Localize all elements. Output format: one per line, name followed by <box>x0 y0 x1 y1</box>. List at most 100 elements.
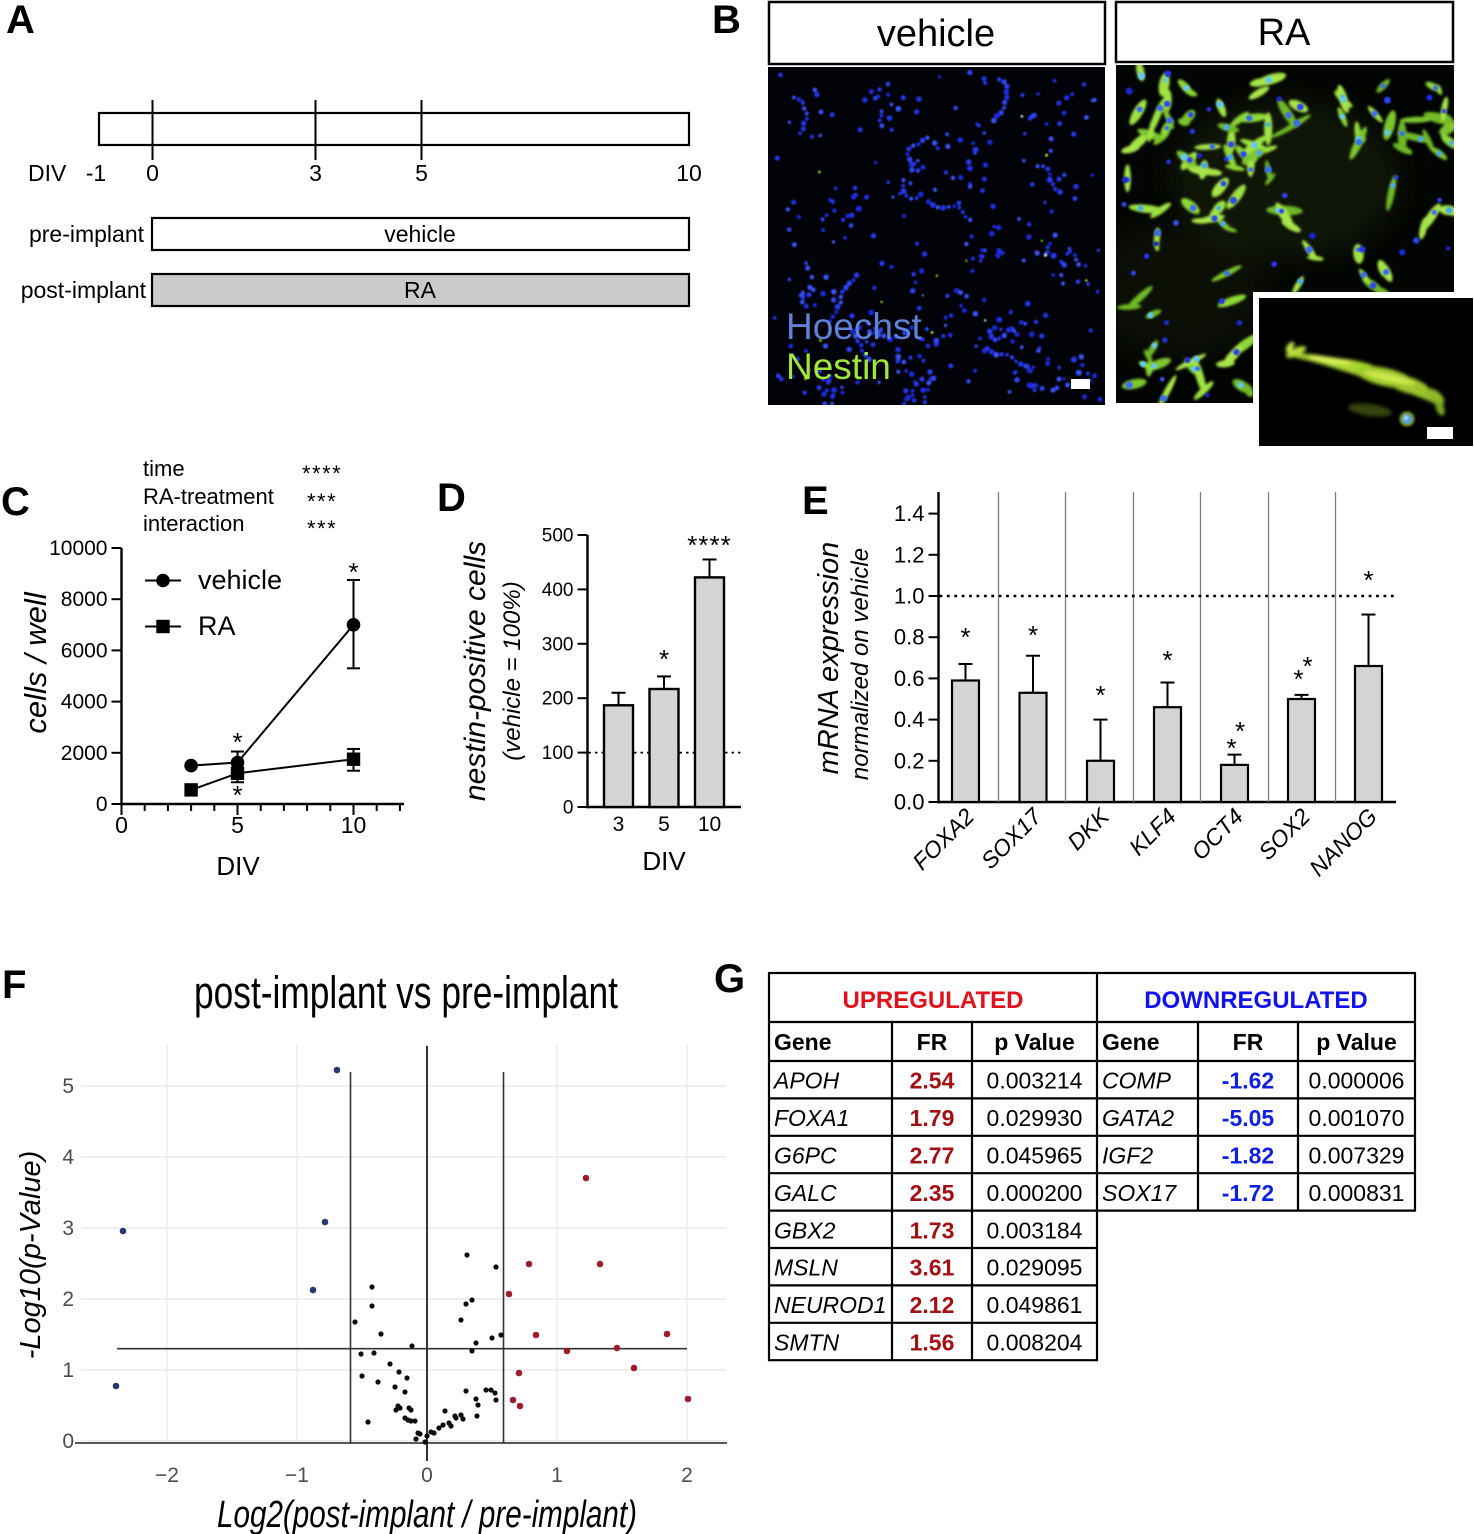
svg-text:E: E <box>802 479 829 523</box>
svg-text:Gene: Gene <box>774 1029 832 1055</box>
svg-text:cells / well: cells / well <box>18 591 53 733</box>
svg-text:G: G <box>714 957 745 1001</box>
svg-text:RA-treatment: RA-treatment <box>143 484 274 509</box>
svg-text:*: * <box>1095 680 1105 710</box>
svg-text:0.6: 0.6 <box>894 666 925 691</box>
svg-text:G6PC: G6PC <box>774 1143 837 1169</box>
svg-text:0.000006: 0.000006 <box>1309 1068 1405 1094</box>
svg-text:*: * <box>232 727 242 757</box>
svg-text:*: * <box>960 622 970 652</box>
svg-text:500: 500 <box>542 526 574 547</box>
svg-text:0.008204: 0.008204 <box>987 1330 1083 1356</box>
svg-text:0.029930: 0.029930 <box>987 1105 1083 1131</box>
svg-text:300: 300 <box>542 634 574 655</box>
svg-text:0.8: 0.8 <box>894 625 925 650</box>
svg-text:2.54: 2.54 <box>910 1068 955 1094</box>
svg-text:0.003184: 0.003184 <box>987 1217 1083 1243</box>
svg-text:NEUROD1: NEUROD1 <box>774 1292 886 1318</box>
svg-text:p Value: p Value <box>994 1029 1075 1055</box>
svg-text:5: 5 <box>658 813 670 836</box>
svg-text:*: * <box>1226 733 1236 763</box>
svg-text:pre-implant: pre-implant <box>29 221 145 247</box>
svg-text:1.2: 1.2 <box>894 542 925 567</box>
svg-text:4: 4 <box>62 1146 74 1169</box>
svg-text:****: **** <box>302 461 342 486</box>
svg-text:IGF2: IGF2 <box>1102 1143 1153 1169</box>
svg-text:0.003214: 0.003214 <box>987 1068 1083 1094</box>
svg-text:A: A <box>6 0 35 42</box>
svg-text:0: 0 <box>62 1430 74 1453</box>
svg-text:*: * <box>1363 565 1373 595</box>
svg-text:1.79: 1.79 <box>910 1105 955 1131</box>
svg-text:post-implant: post-implant <box>21 277 147 303</box>
svg-text:200: 200 <box>542 689 574 710</box>
svg-text:GBX2: GBX2 <box>774 1217 836 1243</box>
svg-text:F: F <box>2 963 26 1007</box>
svg-text:5: 5 <box>62 1075 74 1098</box>
svg-text:*: * <box>232 780 242 810</box>
svg-text:4000: 4000 <box>61 691 108 714</box>
svg-text:p Value: p Value <box>1316 1029 1397 1055</box>
svg-text:C: C <box>1 480 30 524</box>
svg-text:normalized on vehicle: normalized on vehicle <box>847 548 874 780</box>
svg-text:0: 0 <box>563 798 574 819</box>
svg-text:FOXA1: FOXA1 <box>774 1105 849 1131</box>
svg-text:interaction: interaction <box>143 511 245 536</box>
svg-text:SMTN: SMTN <box>774 1330 840 1356</box>
svg-text:DIV: DIV <box>216 851 260 881</box>
svg-text:RA: RA <box>1258 12 1311 54</box>
svg-text:0: 0 <box>421 1464 433 1487</box>
svg-text:0.000831: 0.000831 <box>1309 1180 1405 1206</box>
svg-text:0.2: 0.2 <box>894 748 925 773</box>
svg-text:*: * <box>1162 645 1172 675</box>
svg-text:*: * <box>1235 716 1245 746</box>
svg-text:GALC: GALC <box>774 1180 837 1206</box>
svg-text:MSLN: MSLN <box>774 1255 838 1281</box>
svg-text:1.0: 1.0 <box>894 584 925 609</box>
svg-text:1.56: 1.56 <box>910 1330 955 1356</box>
svg-text:2.12: 2.12 <box>910 1292 955 1318</box>
svg-text:1.73: 1.73 <box>910 1217 955 1243</box>
svg-text:5: 5 <box>231 812 244 838</box>
svg-text:10: 10 <box>341 812 367 838</box>
svg-text:2.35: 2.35 <box>910 1180 955 1206</box>
svg-text:5: 5 <box>415 160 428 186</box>
svg-text:SOX17: SOX17 <box>1102 1180 1177 1206</box>
svg-text:Gene: Gene <box>1102 1029 1160 1055</box>
svg-text:8000: 8000 <box>61 588 108 611</box>
svg-text:Nestin: Nestin <box>786 346 891 387</box>
svg-text:−1: −1 <box>285 1464 309 1487</box>
svg-text:B: B <box>712 0 741 42</box>
svg-text:3: 3 <box>309 160 322 186</box>
svg-text:-1.62: -1.62 <box>1222 1068 1274 1094</box>
svg-text:10000: 10000 <box>49 537 107 560</box>
svg-text:****: **** <box>687 530 731 560</box>
svg-text:0.029095: 0.029095 <box>987 1255 1083 1281</box>
svg-text:10: 10 <box>698 813 721 836</box>
svg-text:FR: FR <box>1233 1029 1264 1055</box>
svg-text:3: 3 <box>62 1217 74 1240</box>
svg-text:0.0: 0.0 <box>894 790 925 815</box>
svg-text:DOWNREGULATED: DOWNREGULATED <box>1144 987 1368 1014</box>
svg-text:3: 3 <box>613 813 625 836</box>
svg-text:2000: 2000 <box>61 742 108 765</box>
svg-text:2.77: 2.77 <box>910 1143 955 1169</box>
svg-text:vehicle: vehicle <box>198 565 282 595</box>
svg-text:*: * <box>348 557 358 587</box>
svg-text:0.000200: 0.000200 <box>987 1180 1083 1206</box>
svg-text:Hoechst: Hoechst <box>786 306 922 347</box>
svg-text:time: time <box>143 456 185 481</box>
svg-text:RA: RA <box>198 611 236 641</box>
svg-text:***: *** <box>307 516 337 541</box>
svg-text:nestin-positive cells: nestin-positive cells <box>459 541 492 801</box>
svg-text:Log2(post-implant / pre-implan: Log2(post-implant / pre-implant) <box>217 1494 637 1534</box>
svg-text:0.049861: 0.049861 <box>987 1292 1083 1318</box>
svg-text:APOH: APOH <box>772 1068 840 1094</box>
svg-text:100: 100 <box>542 743 574 764</box>
svg-text:*: * <box>1028 620 1038 650</box>
svg-text:GATA2: GATA2 <box>1102 1105 1174 1131</box>
svg-text:0: 0 <box>115 812 128 838</box>
svg-text:DIV: DIV <box>28 160 67 186</box>
svg-text:10: 10 <box>676 160 702 186</box>
svg-text:UPREGULATED: UPREGULATED <box>843 987 1024 1014</box>
